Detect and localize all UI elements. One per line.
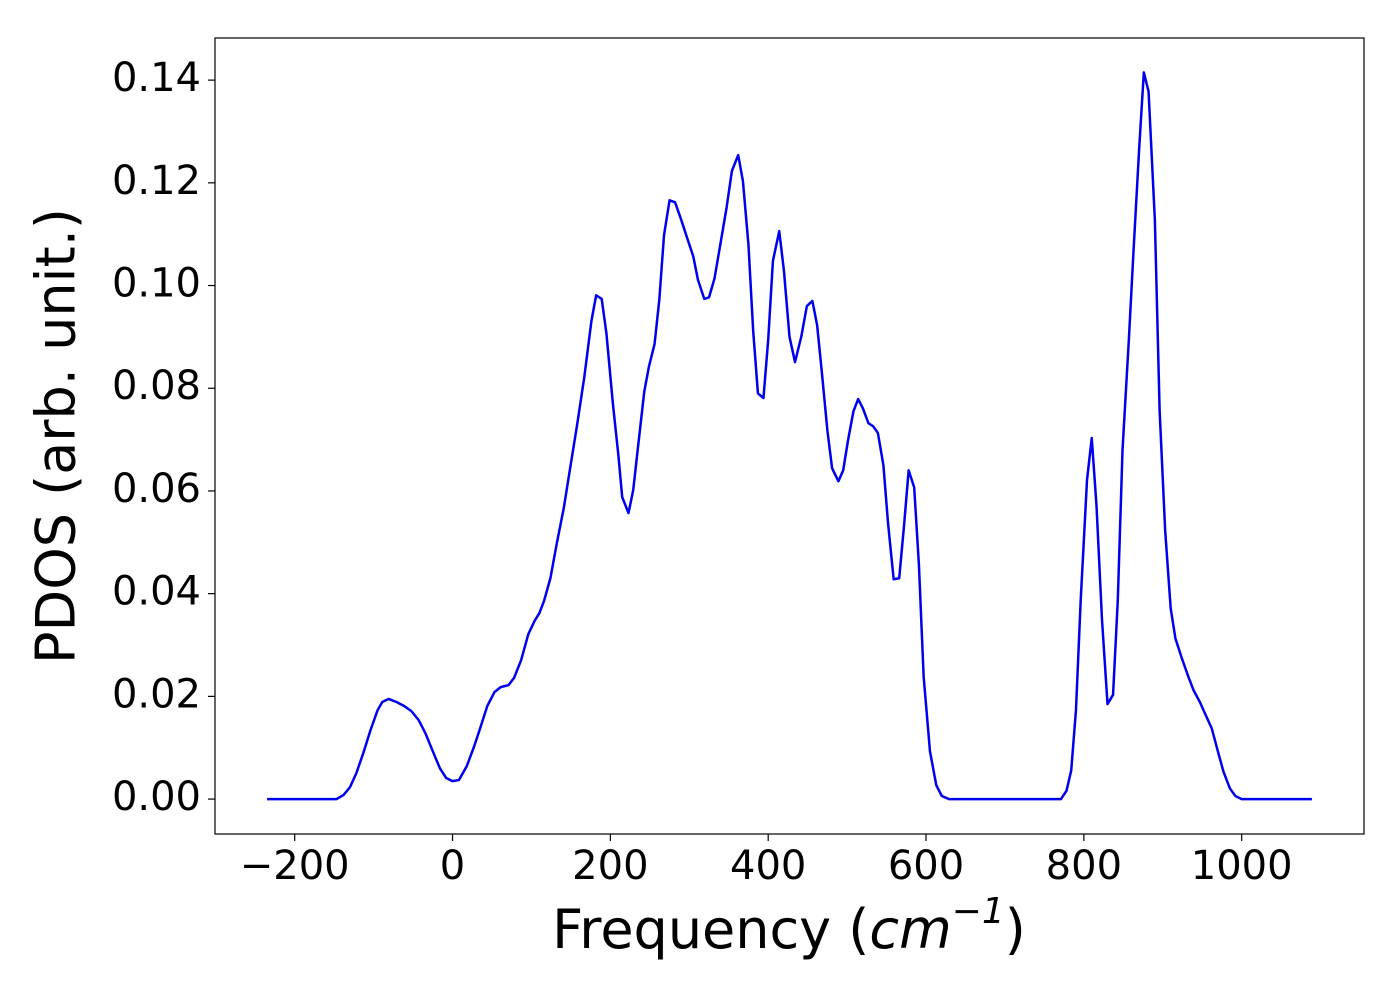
y-tick-label: 0.08 <box>112 363 201 409</box>
x-tick-label: 600 <box>888 843 964 889</box>
y-tick-label: 0.06 <box>112 466 201 512</box>
pdos-line <box>267 71 1312 801</box>
x-tick-label: 1000 <box>1191 843 1293 889</box>
x-label-sup: −1 <box>952 891 1005 932</box>
x-tick-label: 0 <box>440 843 465 889</box>
x-tick-label: 200 <box>572 843 648 889</box>
y-tick-label: 0.04 <box>112 569 201 615</box>
x-label-text: Frequency ( <box>552 898 869 961</box>
x-tick-label: 400 <box>730 843 806 889</box>
y-tick-label: 0.02 <box>112 671 201 717</box>
plot-frame <box>214 37 1365 835</box>
y-tick-label: 0.12 <box>112 158 201 204</box>
x-axis-label: Frequency (cm−1) <box>552 891 1026 961</box>
x-label-close: ) <box>1005 898 1026 961</box>
x-tick-label: −200 <box>240 843 350 889</box>
y-tick-label: 0.14 <box>112 55 201 101</box>
y-tick-label: 0.00 <box>112 774 201 820</box>
y-tick-label: 0.10 <box>112 261 201 307</box>
x-label-math: cm <box>869 898 951 961</box>
y-axis-label: PDOS (arb. unit.) <box>25 208 88 664</box>
x-tick-label: 800 <box>1046 843 1122 889</box>
